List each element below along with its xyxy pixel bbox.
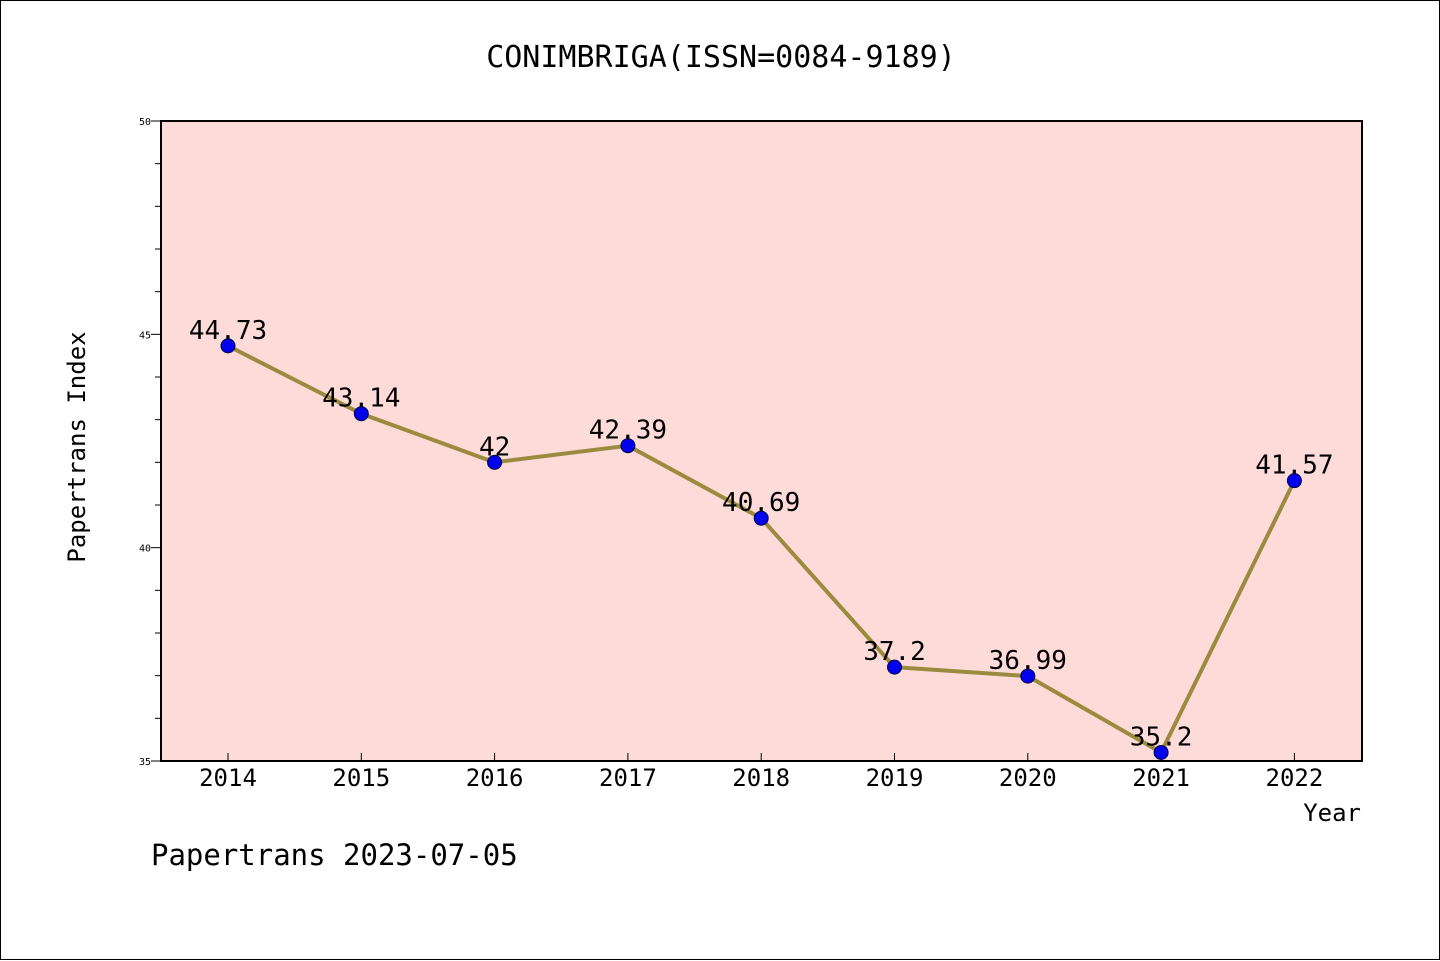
plot-area [160,120,1363,762]
x-tick-label: 2020 [999,764,1057,792]
data-point [753,510,769,526]
data-label: 36.99 [989,646,1067,676]
data-point [887,659,902,675]
data-point [220,338,236,354]
footer-text: Papertrans 2023-07-05 [151,838,518,872]
data-label: 43.14 [322,384,400,414]
x-axis: 2014 2015 2016 2017 2018 2019 2020 2021 2022 [199,753,1323,792]
x-tick-label: 2014 [199,764,257,792]
data-label: 35.2 [1130,722,1193,752]
x-tick-label: 2016 [466,764,524,792]
chart-title: CONIMBRIGA(ISSN=0084-9189) [486,40,956,75]
x-axis-label: Year [1303,799,1361,827]
data-point [1020,668,1036,684]
data-label: 42 [479,432,510,462]
x-tick-label: 2018 [732,764,790,792]
data-point [1153,744,1169,760]
data-point [1286,473,1302,489]
data-label: 42.39 [589,416,667,446]
x-tick-label: 2015 [332,764,390,792]
data-point [487,454,503,470]
x-tick-label: 2019 [866,764,924,792]
x-tick-label: 2021 [1132,764,1190,792]
y-axis-label: Papertrans Index [63,331,91,562]
y-tick-label: 40 [139,544,151,555]
series-markers [220,338,1302,760]
y-axis: 35 40 45 50 [139,117,161,768]
y-tick-label: 50 [139,117,151,128]
x-tick-label: 2022 [1266,764,1324,792]
data-point [353,406,369,422]
data-labels: 44.73 43.14 42 42.39 40.69 37.2 36.99 35.2 41.57 [189,316,1334,753]
data-label: 41.57 [1255,451,1333,481]
y-tick-label: 35 [139,757,151,768]
y-tick-label: 45 [139,330,151,341]
data-label: 40.69 [722,488,800,518]
data-label: 44.73 [189,316,267,346]
data-point [620,438,636,454]
data-label: 37.2 [863,637,926,667]
x-tick-label: 2017 [599,764,657,792]
